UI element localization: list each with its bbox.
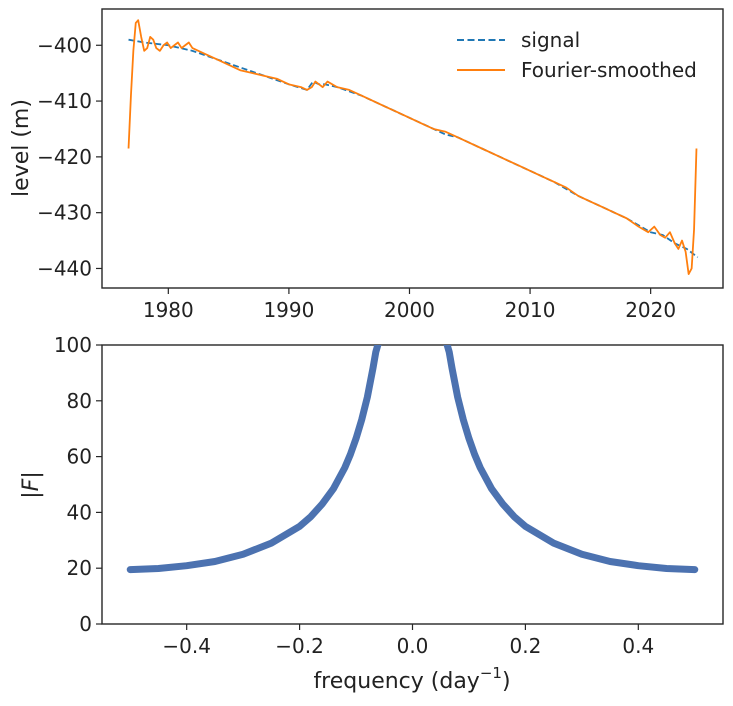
x-tick-label: −0.2 bbox=[275, 634, 324, 658]
y-tick-label: −420 bbox=[37, 145, 92, 169]
bottom-x-axis: −0.4 −0.2 0.0 0.2 0.4 bbox=[162, 624, 654, 658]
y-tick-label: −430 bbox=[37, 201, 92, 225]
y-tick-label: 20 bbox=[67, 556, 92, 580]
top-series-layer bbox=[127, 19, 699, 275]
y-tick-label: 100 bbox=[54, 333, 92, 357]
bottom-x-axis-label: frequency (day−1) bbox=[313, 664, 510, 694]
x-tick-label: 1990 bbox=[263, 298, 314, 322]
x-tick-label: 0.2 bbox=[510, 634, 542, 658]
level-chart: 1980 1990 2000 2010 2020 −400 −410 −420 −430 −44… bbox=[9, 8, 724, 322]
y-tick-label: 80 bbox=[67, 389, 92, 413]
top-y-axis: −400 −410 −420 −430 −440 bbox=[37, 33, 102, 280]
fourier-smoothed-line bbox=[127, 19, 698, 275]
x-tick-label: 2010 bbox=[505, 298, 556, 322]
y-tick-label: −400 bbox=[37, 33, 92, 57]
y-tick-label: 40 bbox=[67, 500, 92, 524]
spectrum-negative-branch bbox=[126, 345, 382, 574]
x-tick-label: 2000 bbox=[384, 298, 435, 322]
top-x-axis: 1980 1990 2000 2010 2020 bbox=[143, 288, 676, 322]
bottom-y-axis-label: |F| bbox=[19, 471, 44, 498]
y-tick-label: −410 bbox=[37, 89, 92, 113]
bottom-plot-frame bbox=[101, 344, 724, 625]
legend: signal Fourier-smoothed bbox=[457, 28, 697, 82]
x-tick-label: 2020 bbox=[625, 298, 676, 322]
legend-signal-label: signal bbox=[521, 28, 580, 52]
x-tick-label: 0.0 bbox=[397, 634, 429, 658]
fourier-chart: −0.4 −0.2 0.0 0.2 0.4 0 20 40 60 80 100 |F| frequ… bbox=[19, 333, 724, 694]
top-plot-frame bbox=[101, 8, 724, 289]
x-tick-label: 0.4 bbox=[622, 634, 654, 658]
y-tick-label: 60 bbox=[67, 445, 92, 469]
bottom-y-axis: 0 20 40 60 80 100 bbox=[54, 333, 102, 636]
x-tick-label: −0.4 bbox=[162, 634, 211, 658]
y-tick-label: −440 bbox=[37, 256, 92, 280]
spectrum-positive-branch bbox=[443, 345, 699, 574]
bottom-series-layer bbox=[126, 345, 699, 574]
legend-smoothed-label: Fourier-smoothed bbox=[521, 58, 697, 82]
y-tick-label: 0 bbox=[79, 612, 92, 636]
top-y-axis-label: level (m) bbox=[9, 99, 34, 197]
x-tick-label: 1980 bbox=[143, 298, 194, 322]
